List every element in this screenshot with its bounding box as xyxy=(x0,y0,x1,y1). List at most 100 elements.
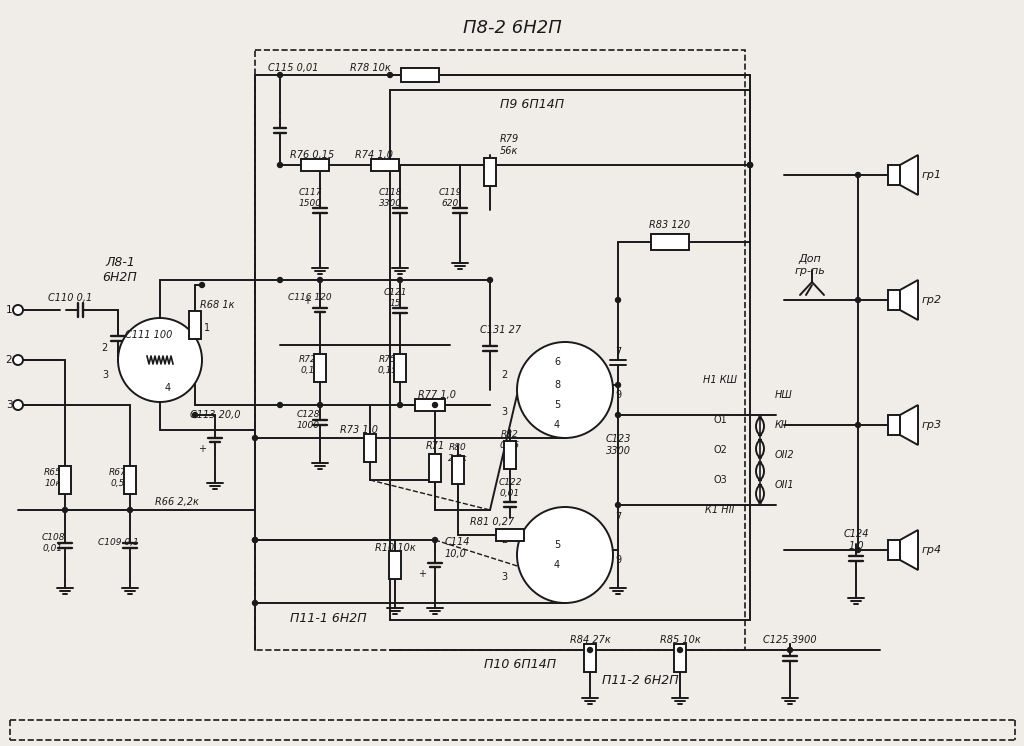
Text: П9 6П14П: П9 6П14П xyxy=(500,98,564,111)
Circle shape xyxy=(253,436,257,440)
Text: П10 6П14П: П10 6П14П xyxy=(484,659,556,671)
Polygon shape xyxy=(900,155,918,195)
Circle shape xyxy=(397,278,402,283)
Text: C125 3900: C125 3900 xyxy=(763,635,817,645)
Circle shape xyxy=(278,72,283,78)
Text: П11-1 6Н2П: П11-1 6Н2П xyxy=(290,612,367,624)
Circle shape xyxy=(487,278,493,283)
Text: R71
0,1: R71 0,1 xyxy=(425,441,444,463)
Text: C119
620: C119 620 xyxy=(438,188,462,207)
Text: гр2: гр2 xyxy=(922,295,942,305)
Circle shape xyxy=(128,507,132,513)
Text: C108
0,01: C108 0,01 xyxy=(41,533,65,553)
Bar xyxy=(584,644,596,672)
Text: О1: О1 xyxy=(713,415,727,425)
Circle shape xyxy=(387,72,392,78)
Text: О2: О2 xyxy=(713,445,727,455)
Circle shape xyxy=(748,163,753,168)
Text: гр1: гр1 xyxy=(922,170,942,180)
Text: гр4: гр4 xyxy=(922,545,942,555)
Bar xyxy=(189,311,201,339)
Circle shape xyxy=(253,538,257,542)
Bar xyxy=(401,68,439,82)
Polygon shape xyxy=(900,280,918,320)
Text: C111 100: C111 100 xyxy=(125,330,172,340)
Text: C123
3300: C123 3300 xyxy=(605,434,631,456)
Circle shape xyxy=(200,283,205,287)
Text: +: + xyxy=(303,296,311,306)
Bar xyxy=(888,290,900,310)
Text: R72
0,1: R72 0,1 xyxy=(299,355,316,374)
Text: 3: 3 xyxy=(101,370,108,380)
Circle shape xyxy=(253,538,257,542)
Text: Н1 КШ: Н1 КШ xyxy=(703,375,737,385)
Text: 9: 9 xyxy=(615,390,622,400)
Text: 1: 1 xyxy=(6,305,12,315)
Text: R10 10к: R10 10к xyxy=(375,543,416,553)
Text: C116 120: C116 120 xyxy=(288,293,332,302)
Text: НШ: НШ xyxy=(775,390,793,400)
Circle shape xyxy=(278,163,283,168)
Bar xyxy=(496,529,524,541)
Circle shape xyxy=(62,507,68,513)
Text: 1: 1 xyxy=(204,323,210,333)
Bar xyxy=(389,551,401,579)
Bar xyxy=(452,456,464,484)
Text: R75
0,15: R75 0,15 xyxy=(378,355,398,374)
Text: О3: О3 xyxy=(713,475,727,485)
Text: C109 0,1: C109 0,1 xyxy=(97,539,138,548)
Bar xyxy=(415,399,445,411)
Bar xyxy=(314,354,326,382)
Text: C122
0,01: C122 0,01 xyxy=(499,478,522,498)
Text: R81 0,27: R81 0,27 xyxy=(470,517,514,527)
Circle shape xyxy=(13,355,23,365)
Circle shape xyxy=(678,648,683,653)
Text: П11-2 6Н2П: П11-2 6Н2П xyxy=(602,674,678,686)
Circle shape xyxy=(748,163,753,168)
Text: R76 0,15: R76 0,15 xyxy=(290,150,334,160)
Text: ОII2: ОII2 xyxy=(775,450,795,460)
Text: C115 0,01: C115 0,01 xyxy=(268,63,318,73)
Text: Доп
гр-пь: Доп гр-пь xyxy=(795,254,825,276)
Circle shape xyxy=(13,305,23,315)
Bar xyxy=(371,159,399,171)
Text: R73 1,0: R73 1,0 xyxy=(340,425,378,435)
Polygon shape xyxy=(900,405,918,445)
Circle shape xyxy=(517,342,613,438)
Text: C121
15: C121 15 xyxy=(383,288,407,307)
Circle shape xyxy=(278,403,283,407)
Text: 7: 7 xyxy=(615,347,622,357)
Text: 4: 4 xyxy=(554,560,560,570)
Text: R66 2,2к: R66 2,2к xyxy=(155,497,199,507)
Text: R82
0,15: R82 0,15 xyxy=(500,430,520,450)
Text: 3: 3 xyxy=(6,400,12,410)
Text: 5: 5 xyxy=(554,540,560,550)
Circle shape xyxy=(317,403,323,407)
Text: Л8-1
6Н2П: Л8-1 6Н2П xyxy=(102,256,137,284)
Text: 7: 7 xyxy=(615,512,622,522)
Bar xyxy=(301,159,329,171)
Circle shape xyxy=(855,298,860,302)
Bar xyxy=(651,234,689,250)
Text: R85 10к: R85 10к xyxy=(659,635,700,645)
Text: 4: 4 xyxy=(554,420,560,430)
Text: C131 27: C131 27 xyxy=(480,325,521,335)
Text: C110 0,1: C110 0,1 xyxy=(48,293,92,303)
Bar xyxy=(394,354,406,382)
Bar xyxy=(674,644,686,672)
Text: 9: 9 xyxy=(615,555,622,565)
Circle shape xyxy=(748,163,753,168)
Text: 2: 2 xyxy=(501,535,507,545)
Text: R65
10к: R65 10к xyxy=(44,468,61,488)
Text: П8-2 6Н2П: П8-2 6Н2П xyxy=(463,19,561,37)
Circle shape xyxy=(855,548,860,553)
Text: R78 10к: R78 10к xyxy=(350,63,391,73)
Circle shape xyxy=(615,298,621,302)
Text: К1 НII: К1 НII xyxy=(706,505,734,515)
Text: R74 1,0: R74 1,0 xyxy=(355,150,393,160)
Circle shape xyxy=(855,172,860,178)
Text: C118
3300: C118 3300 xyxy=(378,188,401,207)
Text: R77 1,0: R77 1,0 xyxy=(418,390,456,400)
Text: 2: 2 xyxy=(6,355,12,365)
Text: R79
56к: R79 56к xyxy=(500,134,519,156)
